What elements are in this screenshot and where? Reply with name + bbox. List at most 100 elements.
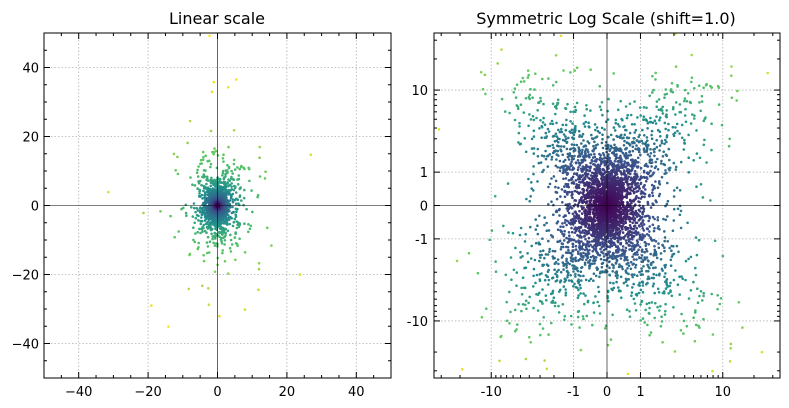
linear-y-tick-label: −40 xyxy=(12,338,39,353)
symlog-point xyxy=(686,221,689,225)
symlog-point xyxy=(662,150,665,153)
linear-point xyxy=(107,190,110,194)
symlog-point xyxy=(524,286,527,290)
symlog-point xyxy=(626,136,629,140)
symlog-point xyxy=(572,270,575,273)
symlog-point xyxy=(514,246,517,250)
symlog-point xyxy=(616,108,620,112)
symlog-point xyxy=(664,272,667,275)
symlog-point xyxy=(700,94,704,98)
symlog-point xyxy=(564,291,568,295)
symlog-point xyxy=(543,278,547,282)
linear-x-tick-label: 20 xyxy=(279,385,296,400)
symlog-point xyxy=(527,124,530,128)
linear-point xyxy=(199,158,203,162)
symlog-point xyxy=(680,312,683,316)
symlog-point xyxy=(532,129,536,133)
symlog-point xyxy=(597,290,601,294)
symlog-point xyxy=(721,254,725,258)
linear-point xyxy=(167,325,170,328)
symlog-point xyxy=(535,273,539,277)
symlog-point xyxy=(597,304,601,308)
linear-point xyxy=(232,188,236,192)
linear-point xyxy=(206,159,209,163)
linear-point xyxy=(236,166,239,169)
symlog-point xyxy=(570,128,574,132)
symlog-point xyxy=(519,142,523,146)
symlog-point xyxy=(667,147,671,151)
symlog-point xyxy=(637,291,641,295)
symlog-point xyxy=(514,96,518,99)
symlog-point xyxy=(598,275,601,279)
symlog-point xyxy=(679,226,683,230)
linear-point xyxy=(202,189,205,193)
symlog-point xyxy=(549,122,552,125)
symlog-point xyxy=(766,71,769,75)
symlog-point xyxy=(567,136,570,140)
symlog-point xyxy=(684,278,687,282)
symlog-point xyxy=(679,209,683,213)
symlog-point xyxy=(523,303,527,307)
symlog-point xyxy=(699,290,703,293)
symlog-point xyxy=(616,135,619,139)
symlog-point xyxy=(598,85,602,88)
symlog-point xyxy=(698,294,701,298)
symlog-point xyxy=(642,118,645,121)
linear-point xyxy=(238,195,242,199)
symlog-point xyxy=(690,80,693,84)
linear-point xyxy=(234,202,238,206)
symlog-point xyxy=(599,108,603,112)
linear-point xyxy=(222,177,226,181)
symlog-point xyxy=(665,109,668,112)
symlog-point xyxy=(530,181,533,184)
symlog-point xyxy=(575,66,579,69)
linear-point xyxy=(257,261,261,265)
symlog-point xyxy=(572,133,576,137)
symlog-point xyxy=(659,324,663,328)
symlog-point xyxy=(575,101,579,105)
symlog-point xyxy=(648,306,651,310)
linear-point xyxy=(187,287,191,291)
symlog-point xyxy=(550,119,554,123)
symlog-point xyxy=(690,76,694,79)
symlog-point xyxy=(498,359,501,363)
symlog-point xyxy=(540,136,543,139)
linear-point xyxy=(249,224,253,228)
symlog-point xyxy=(505,300,509,304)
symlog-point xyxy=(541,77,544,81)
symlog-point xyxy=(520,286,523,290)
symlog-point xyxy=(582,292,585,295)
symlog-point xyxy=(694,309,697,312)
symlog-point xyxy=(541,121,545,124)
symlog-point xyxy=(542,154,546,158)
symlog-point xyxy=(649,331,653,334)
linear-y-tick-label: 40 xyxy=(22,62,39,77)
symlog-point xyxy=(551,84,555,87)
symlog-point xyxy=(652,272,655,276)
symlog-point xyxy=(607,299,610,303)
linear-point xyxy=(192,202,196,205)
linear-point xyxy=(219,181,223,184)
symlog-point xyxy=(617,286,620,289)
symlog-point xyxy=(455,259,459,263)
symlog-point xyxy=(538,291,541,295)
linear-point xyxy=(228,222,231,226)
symlog-point xyxy=(649,116,652,120)
symlog-panel-title: Symmetric Log Scale (shift=1.0) xyxy=(476,9,736,28)
symlog-point xyxy=(559,34,563,38)
symlog-point xyxy=(674,101,678,104)
symlog-point xyxy=(483,73,487,77)
symlog-point xyxy=(716,307,719,311)
symlog-point xyxy=(547,77,550,80)
symlog-point xyxy=(678,213,682,217)
symlog-point xyxy=(683,99,686,103)
symlog-point xyxy=(650,129,654,133)
symlog-point xyxy=(578,135,581,138)
symlog-point xyxy=(532,135,536,138)
symlog-point xyxy=(635,274,639,278)
symlog-point xyxy=(540,272,543,275)
symlog-point xyxy=(536,309,540,312)
symlog-point xyxy=(522,80,526,83)
linear-point xyxy=(200,219,204,223)
linear-point xyxy=(198,227,201,231)
